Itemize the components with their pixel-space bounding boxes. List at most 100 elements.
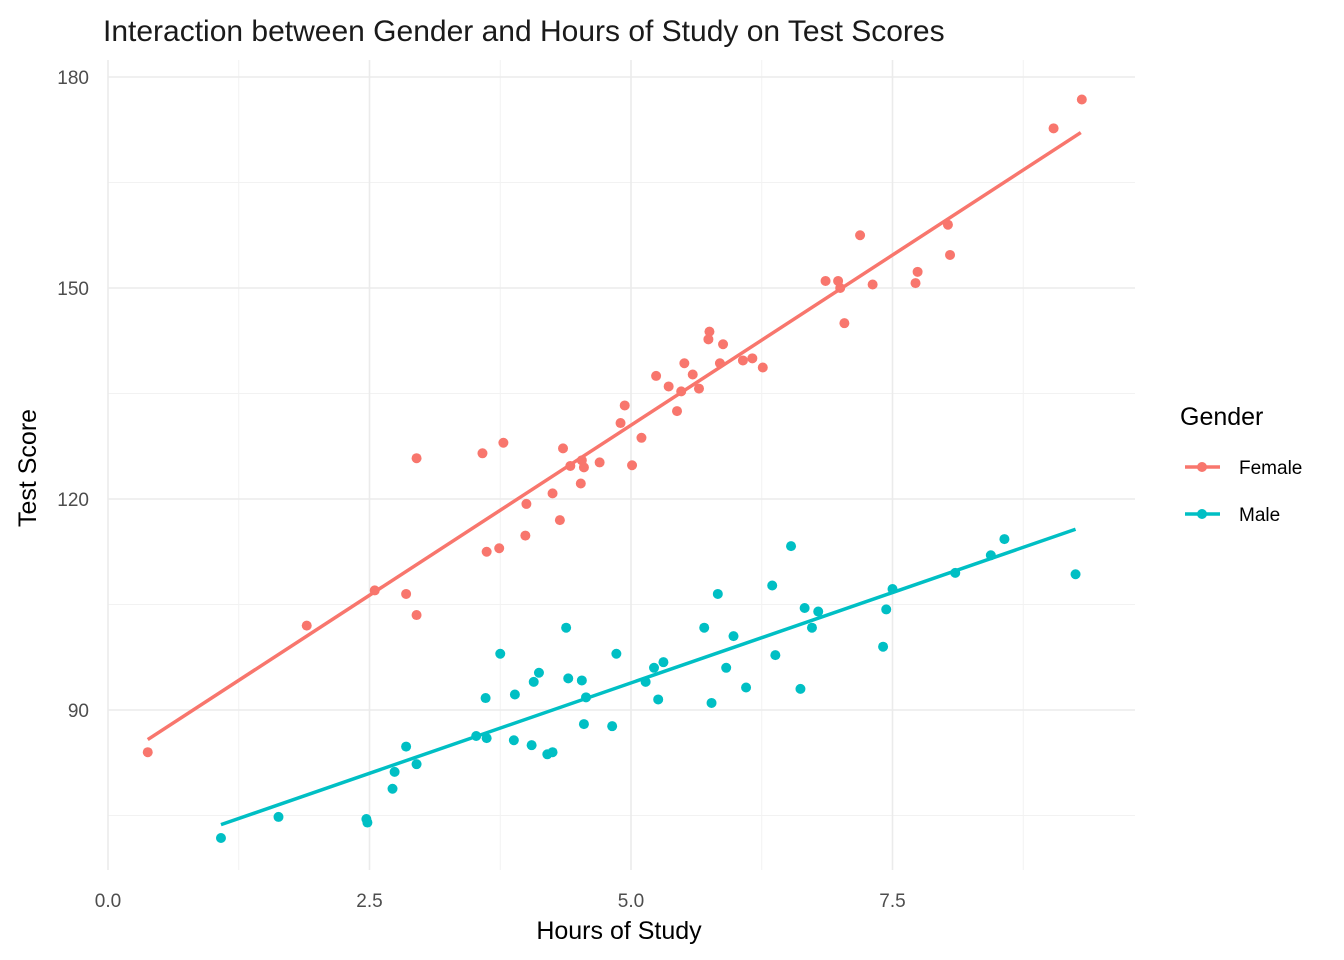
male-point (881, 604, 892, 615)
x-axis-title: Hours of Study (536, 917, 702, 945)
female-point (855, 230, 866, 241)
male-point (950, 567, 961, 578)
legend-item-female: Female (1185, 458, 1302, 479)
plot-grid (107, 60, 1135, 870)
female-point (704, 326, 715, 337)
legend: Gender Female Male (1180, 403, 1302, 526)
female-point (1076, 94, 1087, 105)
female-point (369, 585, 380, 596)
female-point (520, 530, 531, 541)
y-tick-label: 90 (68, 701, 89, 722)
male-point (471, 731, 482, 742)
male-point (999, 534, 1010, 545)
male-point (495, 648, 506, 659)
legend-label: Male (1239, 505, 1280, 526)
male-point (607, 721, 618, 732)
female-point (867, 279, 878, 290)
x-tick-label: 2.5 (356, 891, 382, 912)
male-point (215, 833, 226, 844)
female-point (594, 457, 605, 468)
female-point (142, 747, 153, 758)
male-point (712, 588, 723, 599)
x-axis-ticks: 0.0 2.5 5.0 7.5 (95, 891, 906, 912)
female-point (651, 370, 662, 381)
female-point (521, 498, 532, 509)
male-point (721, 662, 732, 673)
male-point (795, 683, 806, 694)
female-point (565, 460, 576, 471)
male-point (528, 676, 539, 687)
male-point (878, 641, 889, 652)
legend-item-male: Male (1185, 505, 1280, 526)
female-point (687, 369, 698, 380)
x-tick-label: 5.0 (618, 891, 644, 912)
female-point (477, 448, 488, 459)
male-point (799, 603, 810, 614)
female-point (401, 588, 412, 599)
male-point (649, 662, 660, 673)
female-point (411, 453, 422, 464)
male-point (728, 631, 739, 642)
y-axis-ticks: 90 120 150 180 (57, 68, 89, 722)
male-point (509, 689, 520, 700)
female-point (703, 334, 714, 345)
male-point (273, 811, 284, 822)
female-point (676, 386, 687, 397)
male-point (401, 741, 412, 752)
female-point (679, 358, 690, 369)
male-point (563, 673, 574, 684)
male-point (526, 740, 537, 751)
male-point (699, 622, 710, 633)
male-point (533, 667, 544, 678)
female-point (839, 318, 850, 329)
female-point (481, 546, 492, 557)
male-point (581, 692, 592, 703)
male-point (658, 657, 669, 668)
male-point (640, 676, 651, 687)
female-point (672, 406, 683, 417)
female-point (835, 283, 846, 293)
male-point (508, 735, 519, 746)
x-tick-label: 7.5 (879, 891, 905, 912)
male-point (767, 580, 778, 591)
female-point (558, 443, 569, 454)
female-point (693, 383, 704, 394)
male-fit-line (220, 527, 1077, 827)
female-point (1048, 123, 1059, 134)
male-point (561, 622, 572, 633)
male-point (611, 648, 622, 659)
male-point (480, 693, 491, 704)
y-tick-label: 150 (57, 279, 89, 300)
female-point (718, 339, 729, 350)
legend-label: Female (1239, 458, 1302, 479)
male-point (813, 606, 824, 617)
male-point (806, 622, 817, 633)
legend-items: Female Male (1185, 458, 1302, 526)
legend-key-point (1197, 509, 1207, 519)
male-point (887, 584, 898, 595)
male-point (1070, 569, 1081, 580)
female-point (737, 355, 748, 366)
fit-lines (146, 131, 1082, 827)
male-point (481, 733, 492, 744)
legend-title: Gender (1180, 403, 1263, 431)
female-point (942, 219, 953, 230)
x-tick-label: 0.0 (95, 891, 121, 912)
male-point (547, 747, 558, 758)
female-point (820, 275, 831, 286)
female-point (663, 381, 674, 392)
male-point (578, 719, 589, 730)
female-fit-line (146, 131, 1082, 742)
chart-title: Interaction between Gender and Hours of … (103, 15, 945, 48)
female-point (301, 620, 312, 631)
female-point (554, 515, 565, 526)
female-point (411, 610, 422, 621)
y-axis-title: Test Score (14, 409, 42, 527)
female-point (757, 362, 768, 373)
legend-key-point (1197, 462, 1207, 472)
male-point (362, 817, 373, 828)
y-tick-label: 120 (57, 490, 89, 511)
male-point (985, 550, 996, 561)
female-point (945, 249, 956, 260)
male-point (576, 675, 587, 686)
